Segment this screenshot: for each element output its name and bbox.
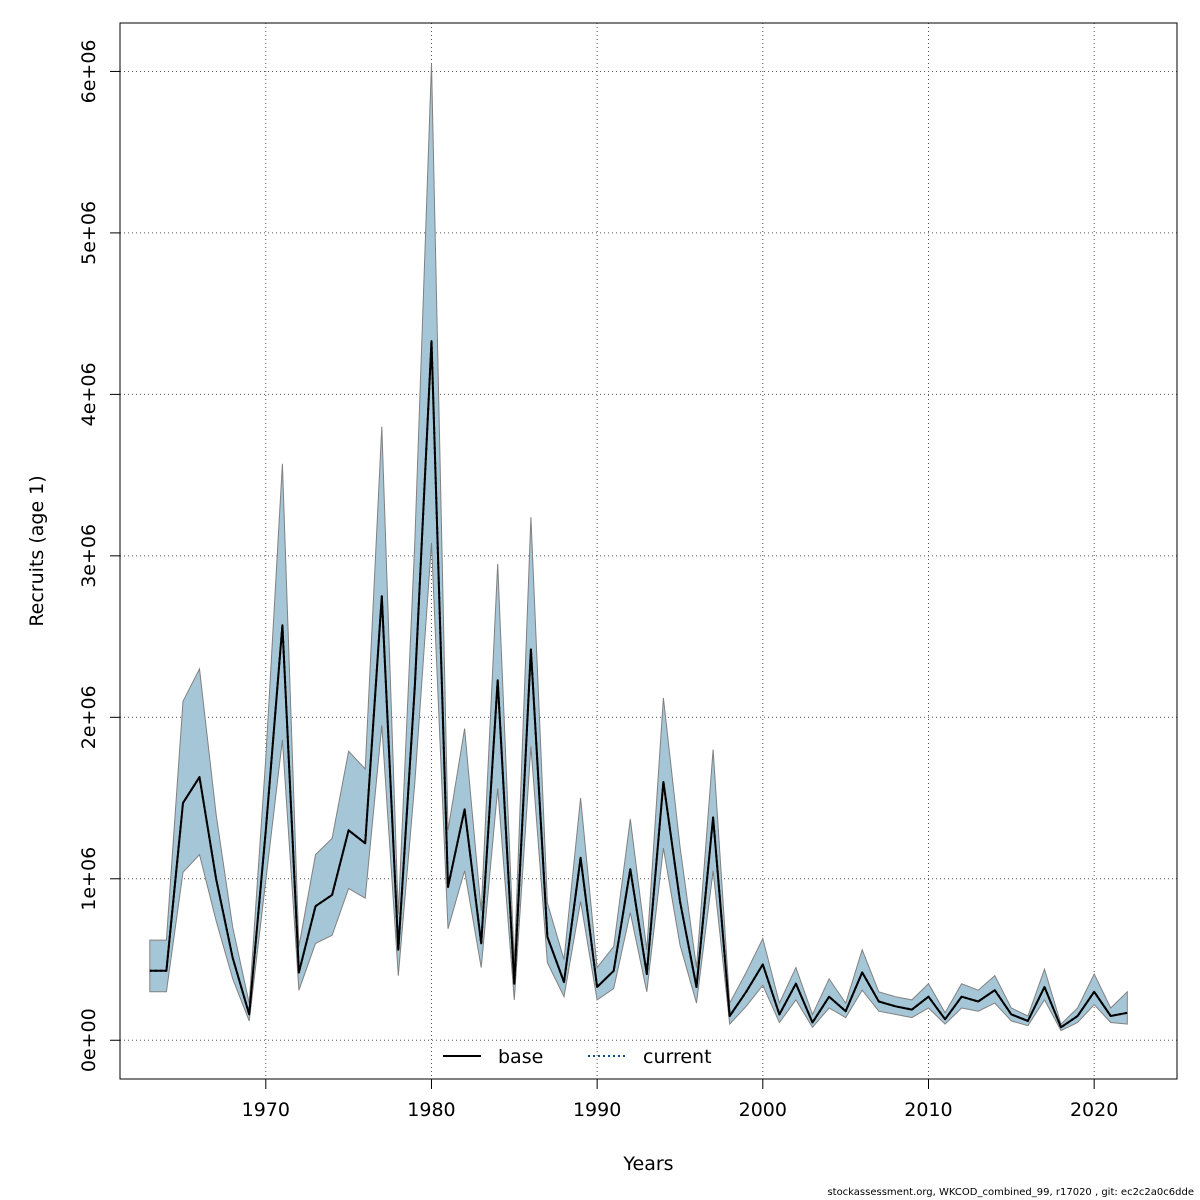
y-axis: 0e+00 1e+06 2e+06 3e+06 4e+06 5e+06 6e+06 <box>78 40 120 1072</box>
confidence-band-area <box>149 63 1128 1032</box>
series-line-base <box>149 340 1128 1029</box>
y-tick-label: 1e+06 <box>78 847 100 911</box>
series-lines <box>149 340 1128 1029</box>
x-tick-label: 1990 <box>573 1099 621 1121</box>
grid-lines <box>120 23 1177 1079</box>
y-tick-label: 3e+06 <box>78 524 100 588</box>
y-axis-title: Recruits (age 1) <box>26 475 48 626</box>
y-tick-label: 4e+06 <box>78 362 100 426</box>
y-tick-label: 6e+06 <box>78 40 100 104</box>
plot-frame <box>119 22 1178 1080</box>
y-tick-label: 2e+06 <box>78 685 100 749</box>
x-axis-title: Years <box>622 1153 673 1175</box>
legend-current-label: current <box>643 1046 712 1068</box>
x-tick-label: 2010 <box>904 1099 952 1121</box>
x-tick-label: 2020 <box>1070 1099 1118 1121</box>
confidence-band <box>149 63 1128 1032</box>
x-tick-label: 1980 <box>407 1099 455 1121</box>
legend-base-label: base <box>498 1046 543 1068</box>
x-axis: 1970 1980 1990 2000 2010 2020 <box>242 1079 1118 1121</box>
x-tick-label: 1970 <box>242 1099 290 1121</box>
y-tick-label: 5e+06 <box>78 201 100 265</box>
x-tick-label: 2000 <box>739 1099 787 1121</box>
legend: base current <box>443 1046 712 1068</box>
footer-source-text: stockassessment.org, WKCOD_combined_99, … <box>827 1187 1194 1198</box>
y-tick-label: 0e+00 <box>78 1008 100 1072</box>
